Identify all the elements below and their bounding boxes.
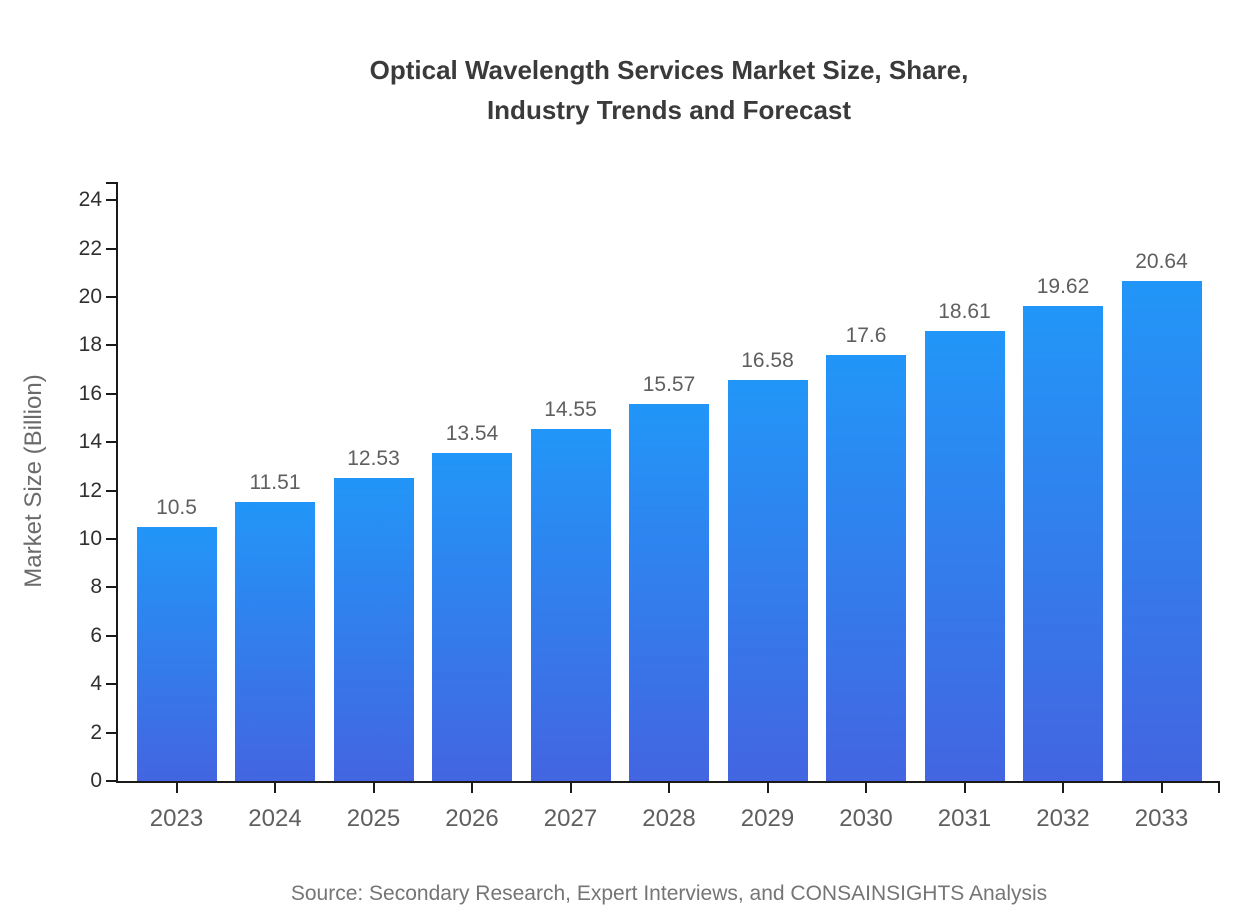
- x-tick-label: 2027: [543, 805, 598, 832]
- bar-slot: 16.58 2029: [727, 182, 808, 832]
- bar: [530, 428, 611, 781]
- bar: [727, 379, 808, 781]
- y-tick-label: 2: [90, 720, 102, 744]
- y-tick: [106, 295, 116, 298]
- bar-slot: 12.53 2025: [333, 182, 414, 832]
- y-tick-label: 16: [78, 381, 102, 405]
- bar-slot: 14.55 2027: [530, 182, 611, 832]
- x-tick-label: 2023: [149, 805, 204, 832]
- y-tick-label: 12: [78, 478, 102, 502]
- y-tick: [106, 683, 116, 686]
- y-tick: [106, 489, 116, 492]
- y-tick-label: 20: [78, 284, 102, 308]
- bar-value-label: 11.51: [249, 471, 301, 495]
- bar-value-label: 16.58: [741, 348, 794, 372]
- x-tick-label: 2025: [346, 805, 401, 832]
- x-tick-label: 2029: [740, 805, 795, 832]
- bar: [333, 477, 414, 781]
- x-axis-line: [116, 781, 1220, 783]
- x-tick: [471, 783, 473, 793]
- bar-value-label: 17.6: [845, 324, 887, 348]
- x-axis-end-cap: [1218, 783, 1220, 793]
- bar: [432, 453, 512, 781]
- x-tick: [668, 783, 670, 793]
- chart-title-line-1: Optical Wavelength Services Market Size,…: [369, 55, 969, 85]
- x-tick: [963, 783, 966, 793]
- bar: [924, 330, 1005, 781]
- y-tick-label: 6: [90, 623, 102, 647]
- y-tick-label: 0: [90, 769, 102, 792]
- y-tick: [106, 247, 116, 250]
- y-tick: [106, 392, 116, 395]
- bar-value-label: 10.5: [156, 495, 197, 519]
- x-tick: [865, 783, 867, 793]
- x-tick-label: 2032: [1036, 805, 1090, 832]
- y-tick-label: 14: [78, 430, 102, 454]
- y-tick-label: 4: [90, 672, 102, 696]
- bar-slot: 10.5 2023: [136, 182, 217, 832]
- y-tick-label: 10: [78, 526, 102, 550]
- bars-container: 10.5 2023 11.51 2024 12.53 2025 13.54 2026 14.55…: [118, 182, 1220, 832]
- y-tick-label: 22: [78, 236, 102, 260]
- y-tick: [106, 441, 116, 444]
- y-tick: [106, 586, 116, 589]
- x-tick-label: 2030: [839, 805, 893, 832]
- plot-area: 0 2 4 6 8 10 12 14 16 18 20 22 24 10.5 2023 11.51 2024 1…: [79, 182, 1220, 832]
- bar-value-label: 13.54: [445, 422, 499, 446]
- bar: [235, 502, 315, 781]
- y-axis-title: Market Size (Billion): [20, 374, 47, 588]
- bar-value-label: 12.53: [347, 446, 400, 470]
- y-tick-label: 18: [78, 333, 102, 357]
- bar-value-label: 15.57: [642, 373, 696, 397]
- y-tick: [106, 731, 116, 734]
- bar-slot: 18.61 2031: [924, 182, 1005, 832]
- source-caption: Source: Secondary Research, Expert Inter…: [290, 882, 1048, 905]
- y-axis-end-cap: [106, 182, 116, 184]
- x-tick-label: 2033: [1134, 805, 1189, 832]
- bar-slot: 11.51 2024: [235, 182, 315, 832]
- bar: [629, 404, 709, 781]
- x-tick: [1160, 783, 1163, 793]
- x-tick: [569, 783, 572, 793]
- bar-slot: 19.62 2032: [1023, 182, 1103, 832]
- x-tick: [1062, 783, 1064, 793]
- bar: [826, 355, 906, 781]
- bar-slot: 13.54 2026: [432, 182, 512, 832]
- y-tick: [106, 199, 116, 202]
- y-axis-line: [116, 182, 118, 781]
- bar-slot: 17.6 2030: [826, 182, 906, 832]
- bar-slot: 15.57 2028: [629, 182, 709, 832]
- chart-title-line-2: Industry Trends and Forecast: [486, 95, 852, 125]
- x-tick-label: 2026: [445, 805, 499, 832]
- x-tick-label: 2031: [937, 805, 992, 832]
- bar-value-label: 20.64: [1135, 250, 1188, 274]
- bar: [136, 526, 217, 781]
- y-tick-label: 24: [78, 188, 102, 212]
- bar-value-label: 18.61: [938, 299, 991, 323]
- x-tick: [766, 783, 769, 793]
- bar: [1121, 281, 1202, 781]
- bar-value-label: 14.55: [544, 397, 597, 421]
- y-tick: [106, 634, 116, 637]
- bar: [1023, 306, 1103, 781]
- y-tick: [106, 344, 116, 347]
- chart-title: Optical Wavelength Services Market Size,…: [118, 50, 1220, 130]
- y-tick-label: 8: [90, 575, 102, 599]
- bar-slot: 20.64 2033: [1121, 182, 1202, 832]
- bar-value-label: 19.62: [1036, 275, 1090, 299]
- x-tick: [175, 783, 178, 793]
- x-tick: [274, 783, 276, 793]
- x-tick-label: 2028: [642, 805, 696, 832]
- y-tick: [106, 537, 116, 540]
- y-tick: [106, 780, 116, 782]
- x-tick: [372, 783, 375, 793]
- x-tick-label: 2024: [248, 805, 302, 832]
